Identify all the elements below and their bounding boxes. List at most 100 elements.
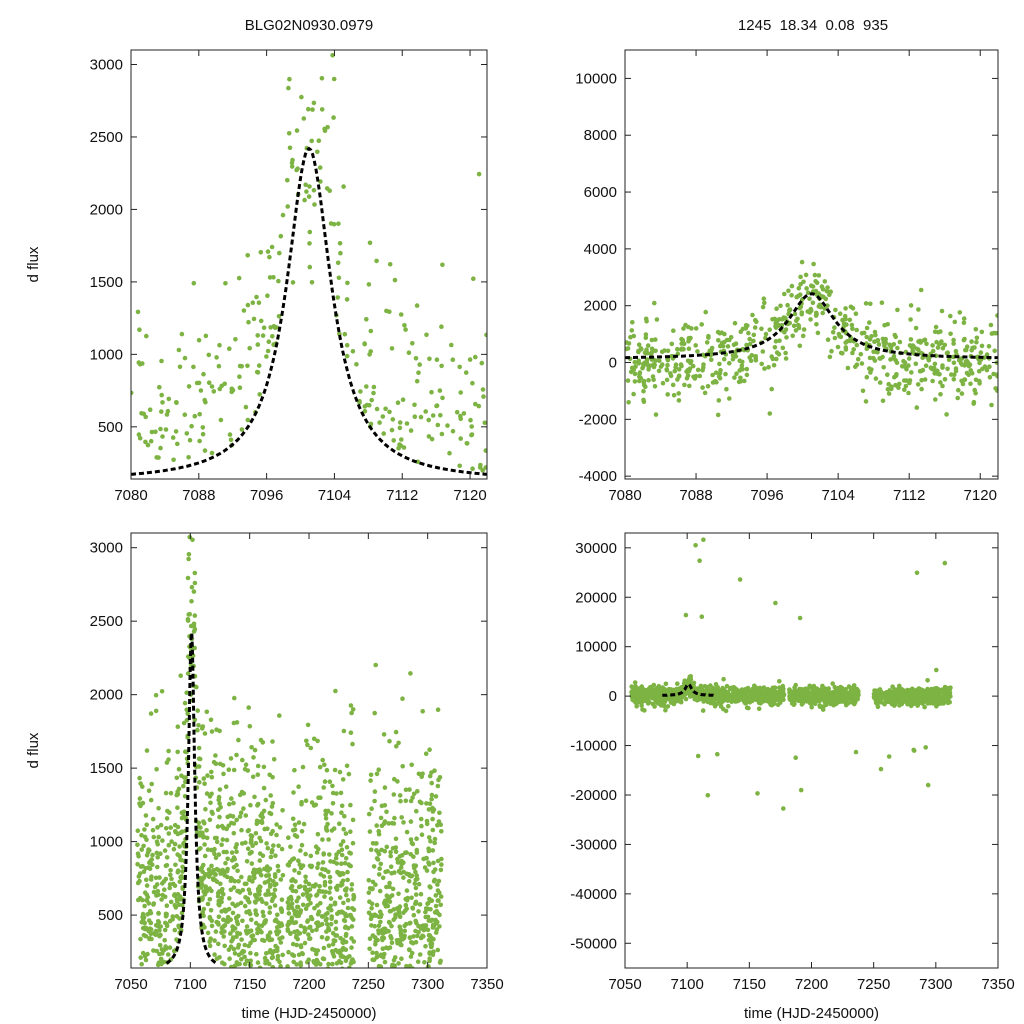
data-point: [401, 910, 406, 916]
data-point: [326, 943, 332, 948]
data-point: [414, 378, 420, 384]
data-point: [416, 771, 422, 777]
data-point: [331, 76, 337, 82]
data-point: [234, 849, 239, 854]
data-point: [342, 331, 348, 337]
data-point: [914, 570, 920, 576]
data-point: [374, 950, 379, 956]
data-point: [202, 842, 207, 847]
data-point: [796, 323, 801, 328]
data-point: [626, 341, 632, 346]
data-point: [142, 890, 148, 895]
data-point: [648, 684, 653, 690]
data-point: [420, 771, 425, 776]
data-point: [288, 844, 293, 850]
data-point: [265, 826, 270, 831]
data-point: [400, 937, 406, 942]
data-point: [322, 762, 327, 768]
data-point: [239, 427, 245, 432]
data-point: [192, 580, 198, 586]
data-point: [251, 755, 256, 760]
data-point: [328, 896, 334, 901]
data-point: [212, 938, 217, 943]
data-point: [174, 775, 180, 781]
data-point: [247, 928, 252, 934]
data-point: [146, 918, 152, 923]
y-tick-label: 20000: [575, 589, 617, 606]
data-point: [192, 645, 197, 651]
data-point: [417, 902, 423, 907]
data-point: [270, 739, 275, 744]
data-point: [772, 345, 778, 350]
data-point: [326, 961, 331, 967]
data-point: [167, 810, 172, 815]
data-point: [144, 333, 149, 339]
data-point: [388, 908, 394, 914]
data-point: [278, 940, 284, 945]
data-point: [292, 767, 297, 773]
data-point: [344, 763, 350, 769]
data-point: [224, 907, 229, 913]
data-point: [747, 336, 752, 342]
data-point: [333, 947, 339, 953]
data-point: [324, 810, 330, 815]
data-point: [653, 337, 658, 342]
data-point: [679, 694, 685, 700]
data-point: [381, 431, 387, 436]
data-point: [241, 806, 246, 811]
data-point: [483, 448, 487, 453]
data-point: [820, 683, 825, 689]
data-point: [743, 689, 748, 695]
data-point: [769, 386, 774, 392]
data-point: [687, 694, 693, 699]
data-point: [209, 769, 214, 775]
data-point: [142, 903, 147, 909]
data-point: [850, 326, 855, 332]
data-point: [718, 704, 724, 709]
data-point: [320, 860, 326, 865]
data-point: [174, 400, 179, 405]
data-point: [144, 837, 149, 843]
data-point: [743, 323, 749, 328]
data-point: [987, 375, 993, 380]
data-point: [146, 901, 152, 906]
data-point: [157, 384, 162, 390]
data-point: [169, 876, 174, 882]
data-point: [382, 803, 388, 808]
data-point: [827, 354, 833, 360]
data-point: [338, 250, 343, 256]
data-point: [221, 934, 226, 939]
data-point: [327, 885, 333, 891]
data-point: [339, 803, 345, 809]
y-tick-label: 2000: [90, 687, 123, 704]
data-point: [888, 357, 893, 362]
data-point: [265, 293, 270, 299]
data-points: [135, 534, 444, 968]
data-point: [689, 326, 694, 331]
data-point: [137, 362, 143, 367]
data-point: [440, 262, 445, 268]
data-point: [400, 397, 406, 403]
data-point: [943, 690, 948, 696]
data-point: [939, 699, 945, 705]
data-point: [636, 342, 642, 348]
data-point: [675, 695, 681, 700]
data-point: [965, 360, 971, 366]
data-point: [214, 355, 219, 360]
data-point: [430, 827, 436, 833]
data-point: [307, 264, 313, 270]
data-point: [695, 686, 700, 691]
data-point: [853, 364, 858, 370]
data-point: [744, 342, 749, 348]
data-point: [184, 431, 190, 436]
data-point: [878, 766, 884, 772]
data-point: [935, 345, 941, 350]
data-point: [915, 382, 921, 387]
data-point: [995, 373, 998, 379]
data-point: [319, 76, 325, 81]
data-point: [298, 908, 304, 913]
data-point: [209, 450, 215, 456]
data-point: [147, 935, 153, 941]
data-point: [209, 791, 214, 797]
data-point: [433, 794, 439, 799]
